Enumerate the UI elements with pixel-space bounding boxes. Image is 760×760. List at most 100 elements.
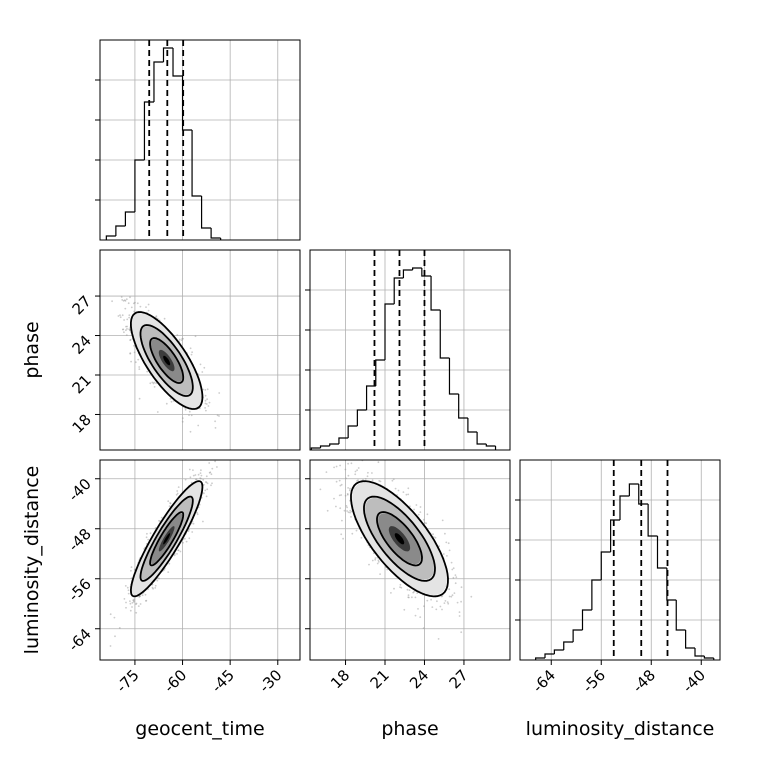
sample-point-2-702	[377, 559, 380, 562]
hist-phase-bars	[310, 267, 497, 450]
sample-point-1-528	[177, 549, 180, 552]
sample-point-0-743	[134, 361, 137, 364]
sample-point-2-73	[452, 576, 455, 579]
hist-bar-2-2	[553, 649, 564, 654]
sample-point-2-568	[364, 478, 367, 480]
sample-point-2-1126	[347, 474, 350, 477]
sample-point-1-320	[131, 606, 133, 608]
hist-luminosity-distance-frame	[519, 459, 721, 661]
sample-point-2-1012	[342, 537, 344, 540]
sample-point-1-1097	[202, 478, 205, 481]
x-tick-label-0-3: -30	[256, 666, 286, 696]
sample-point-2-144	[451, 568, 454, 571]
sample-point-2-598	[350, 516, 352, 518]
hist-bar-1-2	[329, 443, 339, 446]
contour-2-0	[350, 480, 449, 598]
sample-point-2-371	[447, 542, 450, 545]
sample-point-0-622	[169, 398, 172, 400]
sample-point-0-552	[202, 388, 205, 391]
sample-point-2-644	[356, 480, 358, 482]
sample-point-2-475	[339, 507, 342, 510]
sample-point-2-680	[339, 464, 341, 467]
sample-point-1-763	[125, 606, 127, 609]
sample-point-2-903	[423, 605, 425, 608]
scatter-geocent-time-vs-phase	[111, 296, 221, 433]
sample-point-2-430	[448, 595, 451, 598]
hist-bar-1-14	[439, 310, 450, 359]
sample-point-0-639	[216, 414, 219, 417]
sample-point-2-45	[407, 594, 410, 597]
y-tick-label-2-0: -64	[65, 625, 95, 655]
y-tick-label-2-2: -48	[65, 525, 95, 555]
sample-point-1-286	[182, 541, 184, 544]
y-tick-label-1-3: 27	[69, 292, 95, 318]
sample-point-0-1180	[155, 315, 158, 317]
sample-point-2-603	[434, 536, 437, 539]
sample-point-2-900	[414, 596, 417, 599]
sample-point-2-29	[458, 615, 461, 617]
sample-point-1-292	[176, 490, 179, 492]
sample-point-1-956	[184, 537, 186, 540]
x-tick-label-0-0: -75	[113, 666, 143, 696]
sample-point-2-151	[338, 494, 341, 497]
sample-point-2-527	[351, 532, 354, 535]
sample-point-2-1095	[460, 586, 463, 589]
sample-point-1-527	[210, 484, 212, 487]
x-tick-label-1-2: 24	[406, 666, 432, 692]
sample-point-1-462	[188, 528, 190, 531]
sample-point-1-583	[130, 577, 133, 580]
sample-point-2-20	[441, 608, 443, 611]
contour-0-2	[149, 337, 185, 384]
sample-point-2-1170	[340, 483, 343, 486]
sample-point-0-449	[125, 329, 127, 332]
sample-point-0-973	[119, 316, 122, 319]
sample-point-1-1142	[177, 486, 180, 488]
sample-point-2-1025	[447, 602, 450, 605]
sample-point-0-1173	[130, 360, 133, 363]
x-tick-label-2-0: -64	[529, 666, 559, 696]
sample-point-0-386	[163, 317, 166, 320]
sample-point-1-739	[200, 474, 203, 477]
sample-point-1-1101	[173, 554, 176, 557]
sample-point-2-1110	[349, 509, 352, 512]
hist-bar-0-11	[210, 228, 221, 239]
sample-point-2-867	[371, 479, 374, 482]
hist-bar-2-11	[638, 484, 649, 505]
sample-point-2-418	[346, 493, 349, 496]
sample-point-2-972	[341, 519, 343, 522]
sample-point-0-828	[121, 299, 124, 301]
scatter-geocent-time-vs-luminosity-distance	[109, 460, 218, 647]
hist-bar-1-3	[338, 437, 349, 444]
sample-point-2-1064	[414, 614, 417, 617]
hist-bar-2-13	[656, 536, 667, 569]
sample-point-1-835	[196, 513, 199, 516]
sample-point-1-1034	[144, 593, 147, 596]
sample-point-2-493	[437, 638, 440, 640]
hist-bar-0-5	[153, 61, 164, 102]
sample-point-0-1167	[126, 318, 129, 321]
sample-point-0-523	[136, 302, 139, 305]
sample-point-0-802	[204, 399, 207, 402]
sample-point-1-875	[154, 587, 157, 589]
sample-point-1-116	[147, 538, 150, 541]
sample-point-2-451	[436, 600, 438, 603]
sample-point-0-626	[156, 411, 159, 413]
sample-point-2-1116	[426, 599, 429, 602]
sample-point-1-404	[137, 605, 140, 607]
sample-point-2-257	[451, 594, 454, 597]
sample-point-2-472	[393, 587, 395, 590]
hist-geocent-time-frame	[99, 39, 301, 241]
sample-point-2-913	[422, 627, 425, 629]
sample-point-2-1097	[347, 511, 350, 514]
sample-point-0-599	[218, 415, 220, 417]
sample-point-1-942	[118, 627, 121, 629]
sample-point-1-419	[194, 474, 197, 476]
sample-point-0-407	[214, 427, 217, 429]
sample-point-2-1101	[349, 511, 351, 514]
hist-bar-2-9	[619, 495, 630, 520]
sample-point-0-811	[128, 328, 131, 331]
sample-point-0-601	[125, 334, 128, 336]
sample-point-1-1095	[129, 609, 132, 612]
sample-point-2-587	[407, 487, 410, 490]
sample-point-0-179	[138, 397, 141, 400]
